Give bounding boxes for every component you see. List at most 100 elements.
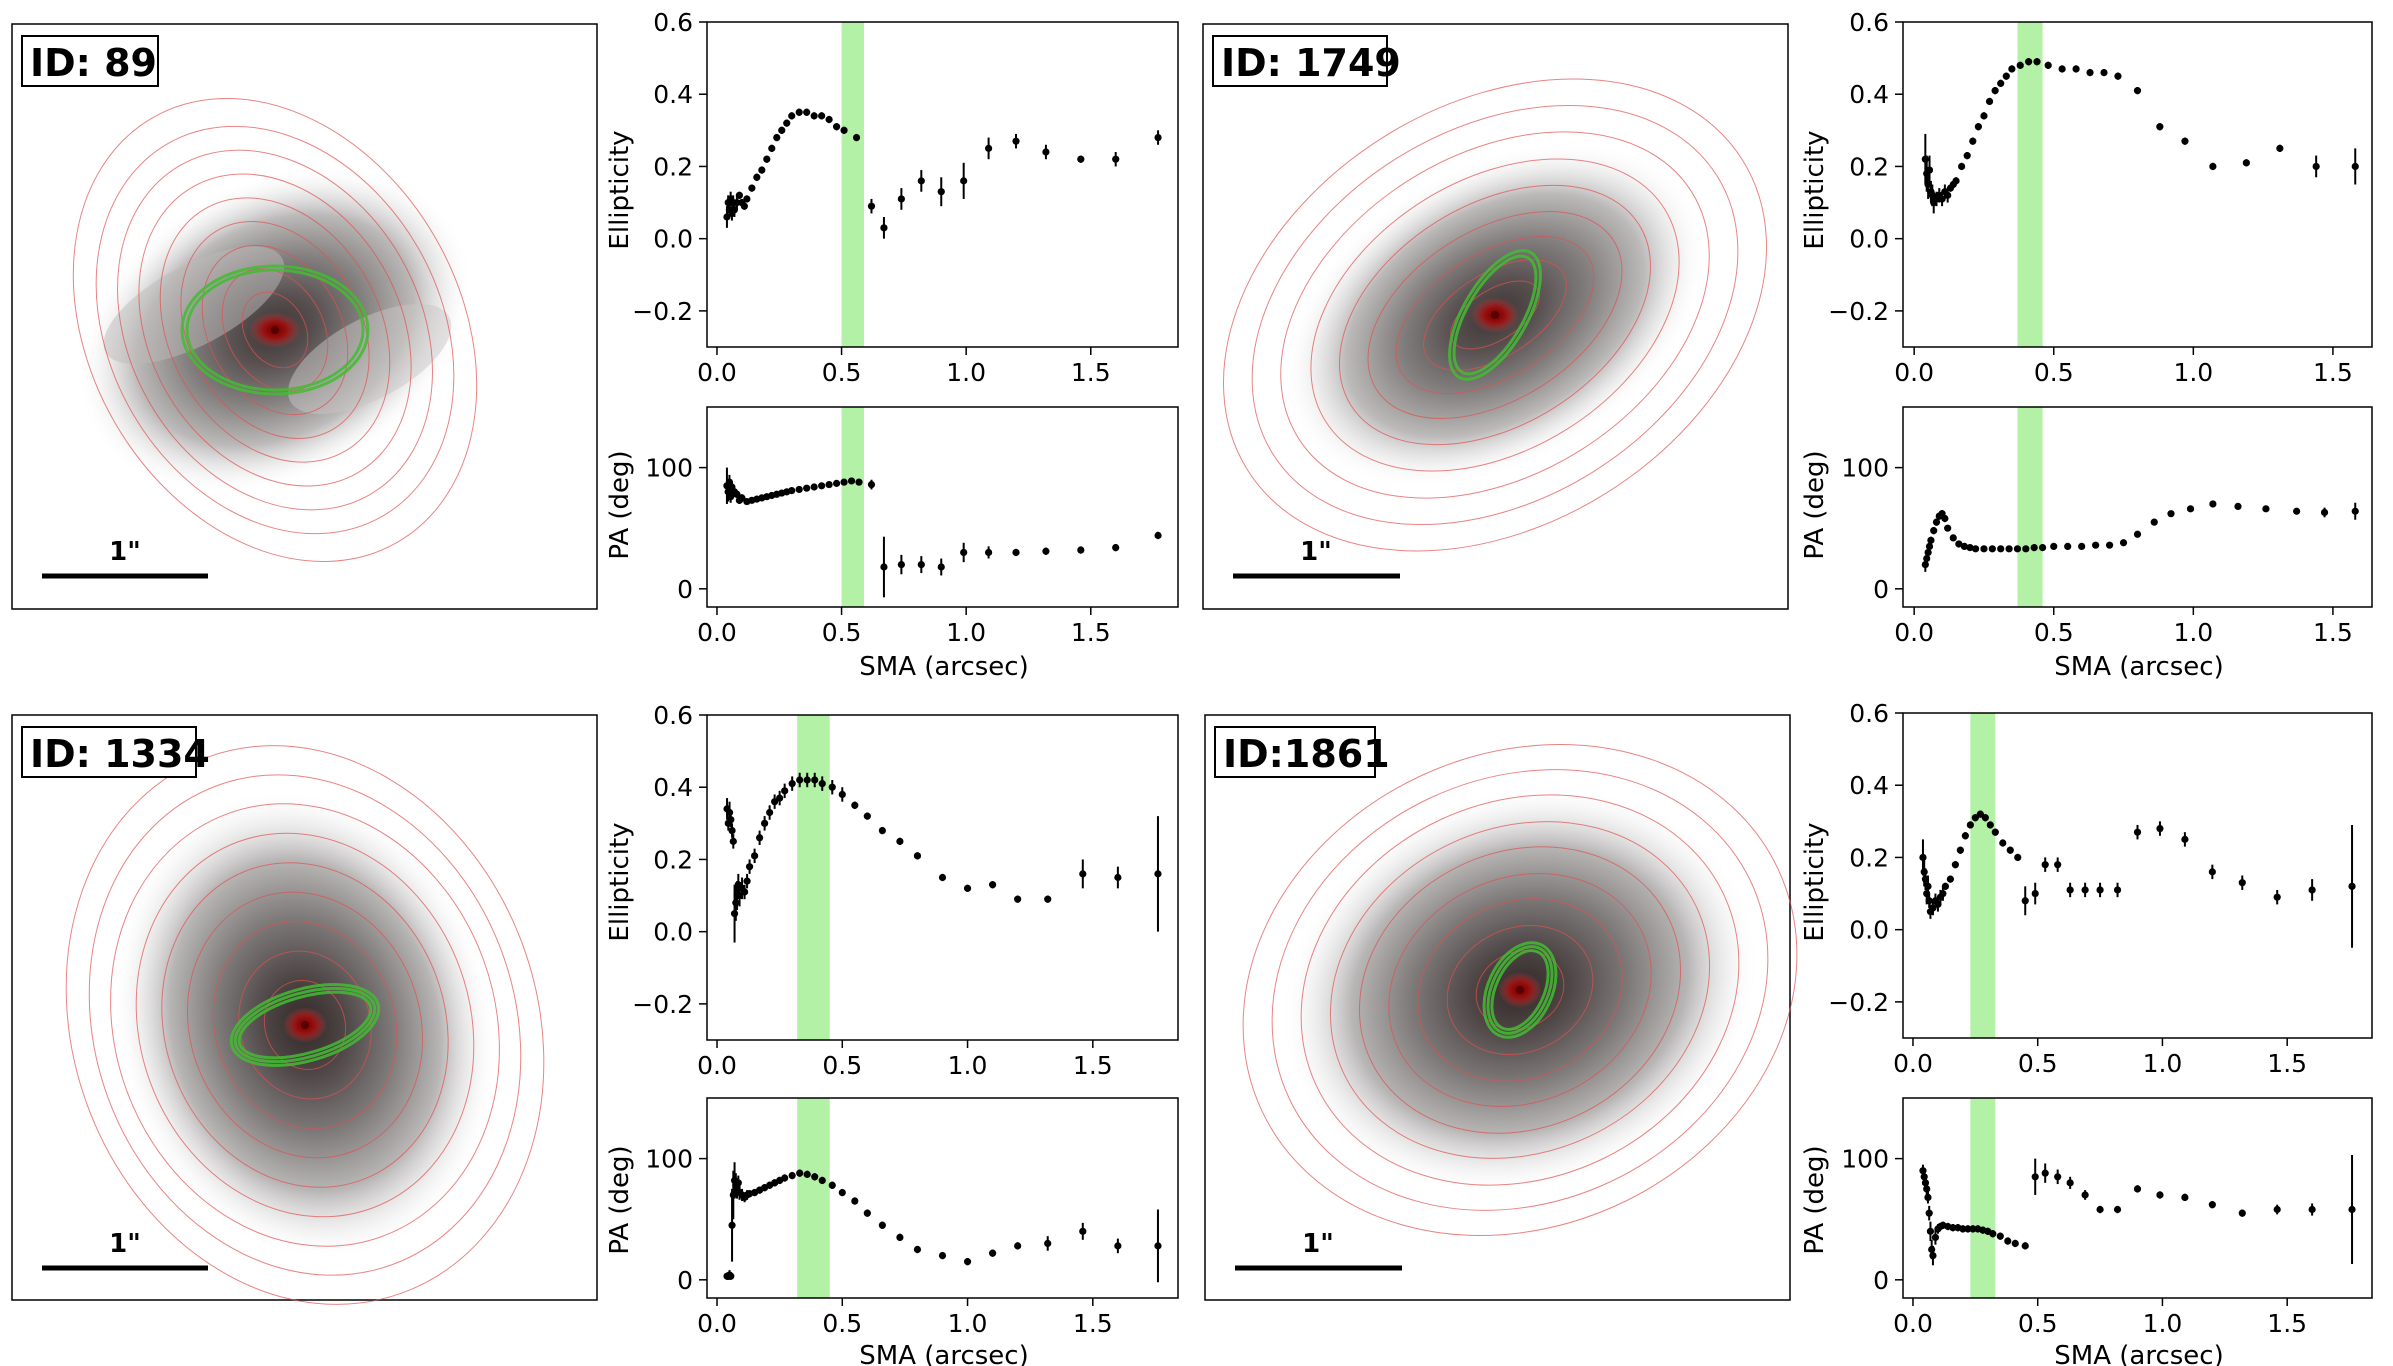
data-point [1955,540,1963,548]
data-point [2021,897,2029,905]
data-point [1931,1233,1940,1241]
x-tick-label: 1.0 [948,1309,988,1338]
data-point [863,1209,871,1217]
x-tick-label: 0.5 [2034,358,2074,387]
data-point [867,202,876,210]
data-point [1919,1167,1927,1175]
plot-pa-0: 0 100 0.0 0.5 1.0 1.5 [645,406,1179,647]
data-point [2308,886,2316,894]
scale-bar-label: 1" [1302,1229,1334,1259]
bar-band [1970,713,1996,1038]
data-point [2033,58,2041,66]
data-point [1928,1245,1936,1254]
y-tick-label: 0.4 [1849,771,1889,800]
data-point [2308,1205,2316,1214]
data-point [1921,560,1929,569]
data-point [2086,68,2094,77]
data-point [2209,500,2217,508]
data-point [2006,846,2014,854]
data-point [838,1188,846,1197]
y-tick-label: 0.0 [1849,916,1889,945]
data-point [2348,882,2356,890]
data-point [1077,155,1085,163]
data-point [2092,541,2100,549]
data-point [810,112,818,120]
axes-frame [706,21,1179,348]
data-point [2320,508,2329,517]
y-tick-label: −0.2 [1828,297,1889,326]
y-tick-label: 0.6 [653,701,693,730]
data-point [761,819,769,827]
data-point [1924,1193,1932,1201]
x-tick-label: 1.0 [2173,358,2213,387]
data-point [985,548,993,557]
data-point [2150,518,2158,526]
data-point [2133,530,2142,538]
data-point [897,560,905,569]
data-point [1044,895,1052,903]
plot-pa-3: 0 100 0.0 0.5 1.0 1.5 [1841,1097,2373,1338]
data-point [818,482,826,490]
ylabel-pa: PA (deg) [605,1145,635,1254]
xlabel-sma: SMA (arcsec) [859,652,1028,682]
bar-band [2017,407,2043,607]
data-point [852,133,861,142]
y-tick-label: 0.2 [1849,843,1889,872]
data-point [1924,882,1932,890]
data-point [2066,886,2074,894]
data-point [756,834,764,842]
data-point [1920,1173,1928,1181]
data-point [796,1169,804,1177]
data-point [1921,1179,1930,1187]
data-point [783,119,791,127]
data-point [828,783,836,791]
data-point [2348,1205,2356,1214]
data-point [847,477,856,485]
data-point [1927,536,1935,544]
data-point [776,794,784,802]
data-point [1079,1227,1087,1235]
data-point [2021,1242,2029,1250]
data-point [1154,531,1162,540]
x-tick-label: 1.5 [1073,1051,1113,1080]
data-point [751,852,759,860]
data-point [1961,832,1969,840]
ylabel-ellipticity: Ellipticity [1800,130,1830,249]
data-point [1949,1224,1957,1232]
data-point [1951,861,1959,869]
data-point [1958,162,1966,171]
data-point [1154,870,1162,878]
y-tick-label: 0.2 [653,152,693,181]
data-point [818,112,826,120]
data-point [2351,507,2359,515]
data-point [840,126,848,134]
plot-pa-2: 0 100 0.0 0.5 1.0 1.5 [645,1097,1179,1338]
data-point [2242,159,2250,167]
data-point [2096,886,2104,894]
x-tick-label: 0.0 [1893,1049,1933,1078]
data-point [2133,828,2142,836]
data-point [2262,505,2270,513]
data-point [2096,1205,2104,1214]
data-point [1114,1242,1122,1250]
x-tick-label: 0.5 [2018,1309,2058,1338]
data-point [727,1272,735,1280]
data-point [1971,545,1980,553]
data-point [732,899,740,907]
data-point [1112,544,1120,552]
data-point [1944,524,1952,532]
data-point [2186,505,2195,513]
x-tick-label: 0.5 [2018,1049,2058,1078]
galaxy-panel-89: ID: 89 1" [11,23,598,610]
data-point [1921,155,1929,163]
data-point [2054,861,2062,869]
data-point [725,808,734,817]
x-tick-label: 1.5 [1071,358,1111,387]
data-point [2181,137,2189,145]
data-point [2025,58,2033,66]
data-point [2156,824,2164,833]
y-tick-label: 0.6 [653,8,693,37]
y-tick-label: 0.4 [653,80,693,109]
data-point [778,126,786,134]
data-point [963,1258,972,1266]
